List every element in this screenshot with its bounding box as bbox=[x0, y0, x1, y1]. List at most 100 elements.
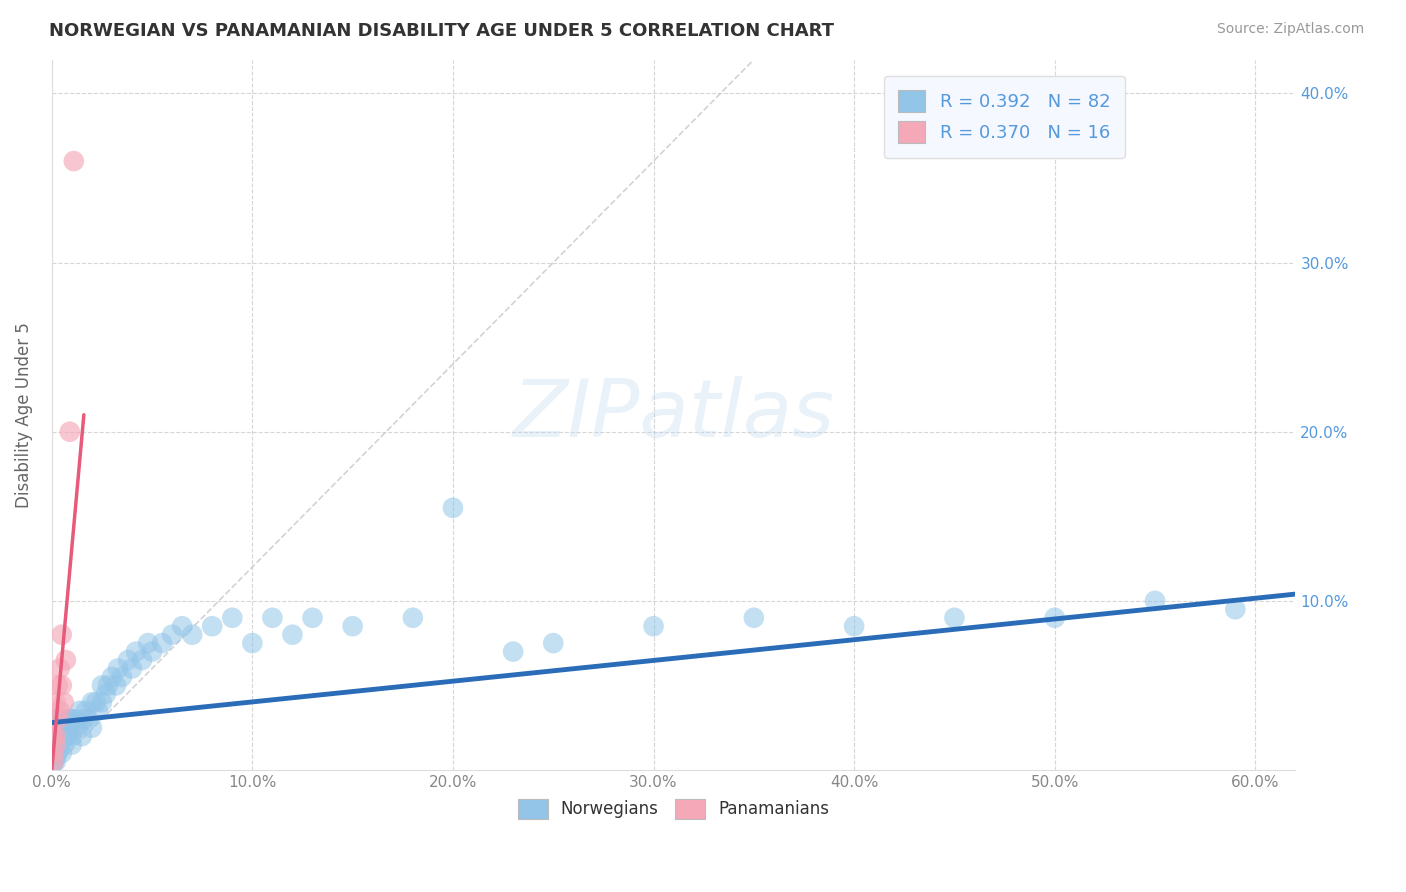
Point bbox=[60, 712, 83, 726]
Point bbox=[46, 712, 69, 726]
Point bbox=[42, 729, 65, 743]
Point bbox=[240, 636, 263, 650]
Point bbox=[541, 636, 564, 650]
Text: ZIPatlas: ZIPatlas bbox=[513, 376, 835, 454]
Point bbox=[66, 721, 89, 735]
Point bbox=[160, 628, 183, 642]
Point bbox=[117, 653, 139, 667]
Point bbox=[42, 746, 65, 760]
Point bbox=[42, 712, 65, 726]
Point bbox=[84, 695, 107, 709]
Point bbox=[101, 670, 124, 684]
Point bbox=[90, 678, 112, 692]
Point bbox=[842, 619, 865, 633]
Point bbox=[281, 628, 304, 642]
Point bbox=[342, 619, 364, 633]
Point bbox=[65, 712, 87, 726]
Point bbox=[46, 712, 69, 726]
Point bbox=[42, 755, 65, 769]
Point bbox=[45, 746, 67, 760]
Point bbox=[59, 425, 82, 439]
Point bbox=[87, 704, 110, 718]
Point bbox=[107, 661, 129, 675]
Point bbox=[1144, 594, 1167, 608]
Point bbox=[73, 712, 96, 726]
Point bbox=[1225, 602, 1247, 616]
Point bbox=[45, 755, 67, 769]
Point bbox=[45, 712, 67, 726]
Point bbox=[55, 721, 77, 735]
Point bbox=[55, 653, 77, 667]
Point bbox=[1043, 611, 1066, 625]
Point bbox=[51, 746, 73, 760]
Text: Source: ZipAtlas.com: Source: ZipAtlas.com bbox=[1216, 22, 1364, 37]
Point bbox=[121, 661, 143, 675]
Point bbox=[943, 611, 966, 625]
Point bbox=[76, 712, 98, 726]
Point bbox=[42, 729, 65, 743]
Point bbox=[59, 712, 82, 726]
Point bbox=[94, 687, 117, 701]
Point bbox=[45, 738, 67, 752]
Point bbox=[69, 704, 91, 718]
Point bbox=[136, 636, 159, 650]
Point bbox=[441, 500, 464, 515]
Point bbox=[125, 644, 148, 658]
Point bbox=[42, 746, 65, 760]
Point bbox=[42, 746, 65, 760]
Point bbox=[104, 678, 127, 692]
Point bbox=[51, 678, 73, 692]
Point bbox=[75, 704, 97, 718]
Point bbox=[51, 729, 73, 743]
Point bbox=[402, 611, 425, 625]
Legend: Norwegians, Panamanians: Norwegians, Panamanians bbox=[510, 792, 837, 826]
Point bbox=[63, 154, 86, 169]
Point bbox=[45, 729, 67, 743]
Point bbox=[63, 721, 86, 735]
Point bbox=[49, 721, 72, 735]
Point bbox=[46, 738, 69, 752]
Point bbox=[52, 695, 75, 709]
Point bbox=[97, 678, 120, 692]
Point bbox=[80, 695, 103, 709]
Point bbox=[51, 628, 73, 642]
Point bbox=[49, 729, 72, 743]
Y-axis label: Disability Age Under 5: Disability Age Under 5 bbox=[15, 322, 32, 508]
Point bbox=[301, 611, 323, 625]
Point bbox=[56, 721, 79, 735]
Point bbox=[51, 721, 73, 735]
Point bbox=[131, 653, 153, 667]
Point bbox=[181, 628, 204, 642]
Point bbox=[201, 619, 224, 633]
Point bbox=[49, 661, 72, 675]
Point bbox=[141, 644, 163, 658]
Point bbox=[60, 738, 83, 752]
Point bbox=[52, 729, 75, 743]
Point bbox=[45, 721, 67, 735]
Point bbox=[90, 695, 112, 709]
Point bbox=[742, 611, 765, 625]
Point bbox=[262, 611, 284, 625]
Point bbox=[60, 729, 83, 743]
Point bbox=[42, 755, 65, 769]
Point bbox=[502, 644, 524, 658]
Point bbox=[46, 746, 69, 760]
Point bbox=[42, 738, 65, 752]
Point bbox=[42, 729, 65, 743]
Point bbox=[45, 738, 67, 752]
Point bbox=[55, 712, 77, 726]
Text: NORWEGIAN VS PANAMANIAN DISABILITY AGE UNDER 5 CORRELATION CHART: NORWEGIAN VS PANAMANIAN DISABILITY AGE U… bbox=[49, 22, 834, 40]
Point bbox=[49, 738, 72, 752]
Point bbox=[150, 636, 173, 650]
Point bbox=[56, 729, 79, 743]
Point bbox=[80, 721, 103, 735]
Point bbox=[46, 729, 69, 743]
Point bbox=[46, 678, 69, 692]
Point bbox=[45, 695, 67, 709]
Point bbox=[221, 611, 243, 625]
Point bbox=[111, 670, 134, 684]
Point bbox=[45, 729, 67, 743]
Point bbox=[42, 755, 65, 769]
Point bbox=[172, 619, 194, 633]
Point bbox=[643, 619, 665, 633]
